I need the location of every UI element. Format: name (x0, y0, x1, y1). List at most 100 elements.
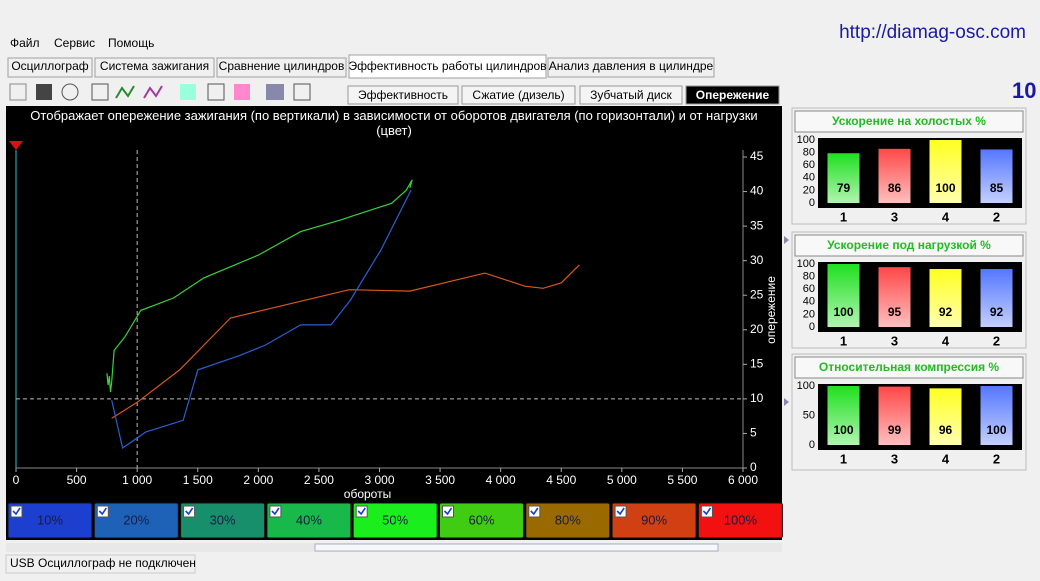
tab[interactable] (94, 57, 215, 78)
menu-item[interactable]: Помощь (108, 36, 154, 50)
bar-shade (929, 388, 962, 445)
subtab-label[interactable]: Сжатие (дизель) (472, 88, 564, 102)
checkmark (271, 507, 280, 516)
tab-label[interactable]: Осциллограф (11, 59, 88, 73)
tool-icon[interactable] (293, 83, 311, 101)
tool-icon[interactable] (36, 84, 52, 100)
load-label[interactable]: 90% (641, 512, 667, 527)
subtab-label[interactable]: Зубчатый диск (590, 88, 672, 102)
tab[interactable] (547, 57, 715, 78)
y-tick-label: 35 (750, 218, 764, 232)
checkbox[interactable] (614, 505, 627, 518)
bar-shade (827, 386, 860, 445)
subtab-label[interactable]: Опережение (696, 88, 770, 102)
subtab-label[interactable]: Эффективность (358, 88, 448, 102)
tool-icon[interactable] (207, 83, 225, 101)
x-tick-label: 1 000 (122, 473, 152, 487)
checkbox[interactable] (442, 505, 454, 518)
panel-title[interactable]: Ускорение на холостых % (832, 114, 986, 128)
y-tick-label: 40 (803, 172, 815, 184)
tab[interactable] (216, 57, 347, 78)
checkbox[interactable] (10, 505, 23, 518)
series-line (111, 189, 412, 449)
bar-value-label: 99 (888, 423, 902, 437)
bar-shade (827, 264, 860, 327)
bar-shade (929, 269, 962, 327)
panel-title-button[interactable] (794, 234, 1024, 257)
tab-label[interactable]: Сравнение цилиндров (219, 59, 345, 73)
load-label[interactable]: 100% (724, 512, 758, 527)
panel-title-button[interactable] (794, 356, 1024, 379)
checkmark (98, 507, 107, 516)
tool-icon[interactable] (9, 83, 27, 101)
site-url[interactable]: http://diamag-osc.com (839, 22, 1026, 43)
bar-value-label: 79 (837, 181, 851, 195)
checkbox[interactable] (183, 505, 196, 518)
y-tick-label: 20 (803, 184, 815, 196)
load-button[interactable] (7, 502, 93, 539)
y-tick-label: 50 (803, 409, 815, 421)
load-label[interactable]: 80% (555, 512, 581, 527)
tab[interactable] (7, 57, 93, 78)
load-label[interactable]: 20% (123, 512, 149, 527)
checkbox[interactable] (355, 505, 368, 518)
checkbox[interactable] (96, 505, 109, 518)
tab[interactable] (348, 54, 547, 79)
x-tick-label: 4 500 (546, 473, 576, 487)
tab-label[interactable]: Эффективность работы цилиндров (348, 59, 546, 73)
tool-icon[interactable] (143, 85, 163, 99)
panel-title[interactable]: Ускорение под нагрузкой % (827, 238, 991, 252)
load-label[interactable]: 30% (210, 512, 236, 527)
load-button[interactable] (93, 502, 179, 539)
y-tick-label: 100 (797, 380, 815, 392)
load-button[interactable] (180, 502, 266, 539)
menu-item[interactable]: Сервис (54, 36, 95, 50)
subtab[interactable] (685, 85, 780, 105)
load-button[interactable] (266, 502, 352, 539)
y-tick-label: 80 (803, 271, 815, 283)
x-tick-label: 2 (993, 333, 1000, 348)
load-label[interactable]: 40% (296, 512, 322, 527)
tool-icon[interactable] (115, 85, 135, 99)
panel-title[interactable]: Относительная компрессия % (819, 360, 1000, 374)
checkbox[interactable] (269, 505, 282, 518)
y-tick-label: 0 (809, 321, 815, 333)
y-tick-label: 25 (750, 287, 764, 301)
scroll-thumb[interactable] (314, 543, 719, 552)
x-tick-label: 0 (13, 473, 20, 487)
x-tick-label: 4 (942, 451, 950, 466)
load-button[interactable] (697, 502, 783, 539)
checkbox[interactable] (528, 505, 541, 518)
bar-value-label: 100 (833, 423, 853, 437)
tool-icon[interactable] (61, 83, 79, 101)
load-label[interactable]: 10% (37, 512, 63, 527)
splitter-arrow[interactable] (784, 236, 789, 244)
subtab[interactable] (347, 85, 459, 105)
bar-shade (980, 149, 1013, 203)
tab-label[interactable]: Анализ давления в цилиндре (549, 59, 714, 73)
y-tick-label: 60 (803, 159, 815, 171)
x-tick-label: 3 000 (364, 473, 394, 487)
bar-shade (929, 140, 962, 203)
x-tick-label: 6 000 (728, 473, 758, 487)
subtab[interactable] (579, 85, 683, 105)
load-button[interactable] (525, 502, 611, 539)
subtab[interactable] (461, 85, 576, 105)
menu-item[interactable]: Файл (10, 36, 40, 50)
tool-icon[interactable] (266, 84, 284, 100)
load-button[interactable] (611, 502, 697, 539)
y-tick-label: 15 (750, 357, 764, 371)
tool-icon[interactable] (180, 84, 196, 100)
panel-title-button[interactable] (794, 110, 1024, 133)
tab-label[interactable]: Система зажигания (100, 59, 209, 73)
load-label[interactable]: 60% (468, 512, 494, 527)
load-button[interactable] (439, 502, 524, 539)
checkbox[interactable] (700, 505, 713, 518)
tool-icon[interactable] (234, 84, 250, 100)
tool-icon[interactable] (91, 83, 109, 101)
splitter-arrow[interactable] (784, 398, 789, 406)
load-button[interactable] (352, 502, 438, 539)
load-label[interactable]: 50% (382, 512, 408, 527)
bar-value-label: 92 (939, 305, 953, 319)
